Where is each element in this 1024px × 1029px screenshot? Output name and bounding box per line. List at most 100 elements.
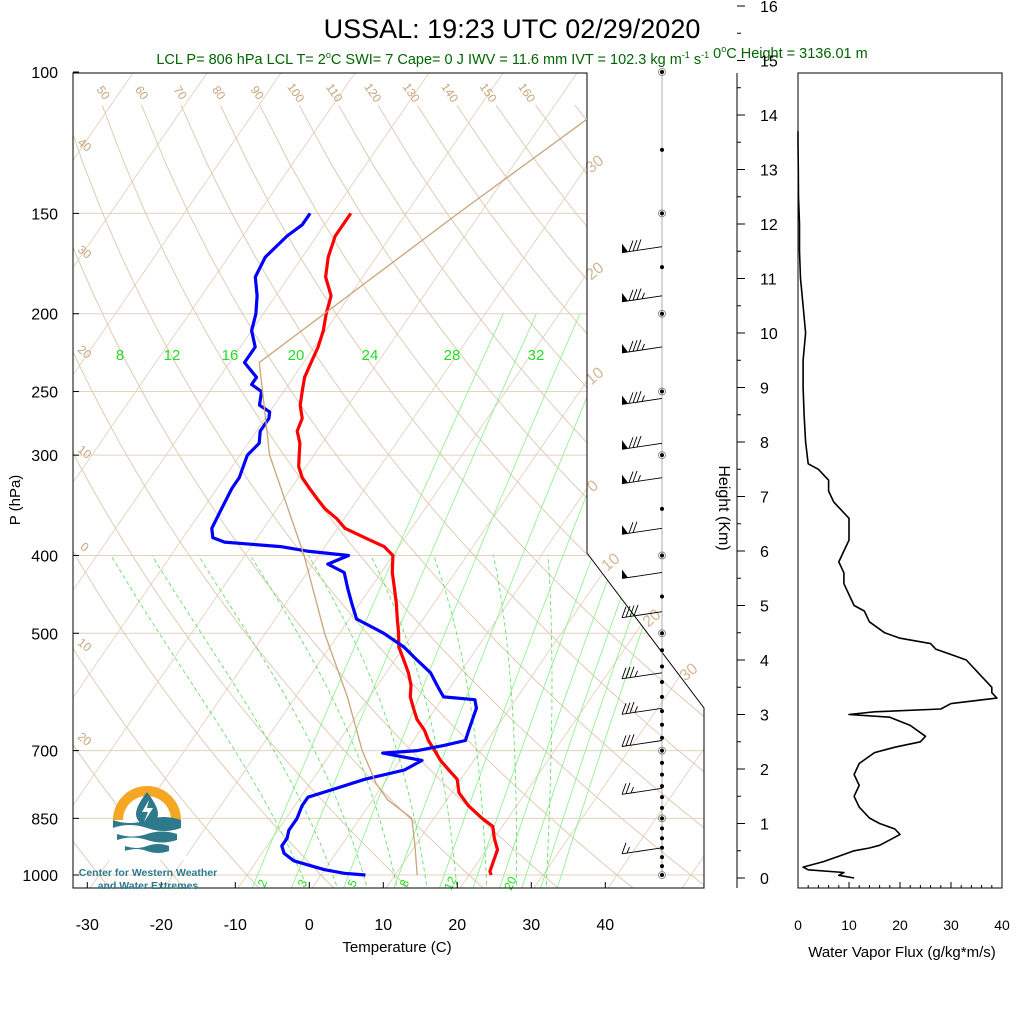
y-tick-label: 500: [31, 626, 58, 643]
x-axis-label: Temperature (C): [342, 939, 451, 956]
y-tick-label: 700: [31, 744, 58, 761]
logo-line1: Center for Western Weather: [79, 867, 217, 879]
wind-barb-flag: [622, 569, 628, 578]
wind-barb: [622, 436, 662, 449]
y-tick-label: 400: [31, 548, 58, 565]
wind-barb-full: [633, 471, 637, 482]
y-tick-label: 300: [31, 448, 58, 465]
wind-barb-full: [629, 290, 633, 301]
wind-barb-full: [634, 605, 638, 616]
mixing-ratio-label: 32: [528, 347, 545, 364]
dry-adiabat-line: [536, 105, 1024, 892]
isotherm-line: [13, 72, 577, 892]
wind-level-dot: [660, 826, 664, 830]
y-axis-label: P (hPa): [7, 475, 24, 526]
moist-adiabat-line: [546, 556, 552, 893]
wind-level-dot: [660, 595, 664, 599]
wind-barb-half: [642, 293, 645, 299]
wind-barb-flag: [622, 525, 628, 534]
wind-barb-full: [633, 240, 637, 251]
dry-adiabat-label: 130: [400, 80, 423, 105]
wind-barb-full: [622, 607, 626, 618]
wind-barb-full: [626, 783, 630, 794]
wind-level-dot: [660, 749, 664, 753]
cape: Cape= 0 J: [397, 52, 464, 68]
wind-barb: [622, 391, 662, 404]
mixing-ratio-line: [472, 314, 688, 892]
isotherm-label-left: 20: [75, 342, 94, 362]
wind-barb-half: [638, 475, 641, 481]
wind-level-dot: [660, 736, 664, 740]
dry-adiabat-line: [693, 105, 1024, 892]
mixing-ratio-bottom-label: 2: [255, 877, 271, 889]
height-tick-label: 13: [760, 163, 778, 180]
height-tick-label: 10: [760, 326, 778, 343]
wind-barb-full: [637, 391, 641, 402]
height-tick-label: 1: [760, 817, 769, 834]
isotherm-label-left: 20: [75, 729, 94, 749]
wind-level-dot: [660, 265, 664, 269]
mixing-ratio-line: [498, 314, 709, 892]
wind-barb-half: [635, 706, 638, 712]
isotherm-label-right: 30: [677, 660, 702, 685]
height-tick-label: 7: [760, 490, 769, 507]
height-tick-label: 4: [760, 653, 769, 670]
wind-level-dot: [660, 709, 664, 713]
dry-adiabat-line: [63, 105, 638, 892]
dry-adiabat-line: [24, 105, 563, 892]
dry-adiabat-label: 110: [323, 81, 346, 105]
moist-adiabat-line: [434, 556, 487, 893]
wind-level-dot: [660, 665, 664, 669]
isotherm-line: [0, 72, 208, 892]
lcl-t: LCL T= 2: [267, 52, 326, 68]
mixing-ratio-bottom-label: 3: [295, 877, 311, 889]
isotherm-line: [0, 72, 504, 892]
dry-adiabat-label: 60: [132, 83, 151, 102]
wind-barb: [622, 734, 662, 746]
cw3e-logo: Center for Western Weather and Water Ext…: [79, 786, 217, 892]
mixing-ratio-label: 12: [164, 347, 181, 364]
wind-profile: [622, 69, 666, 879]
wind-level-dot: [660, 507, 664, 511]
wind-barb-full: [629, 392, 633, 403]
wind-level-dot: [660, 553, 664, 557]
zero-height-value: C Height = 3136.01 m: [726, 46, 867, 62]
dry-adiabat-label: 70: [171, 83, 190, 102]
height-tick-label: 12: [760, 217, 778, 234]
mixing-ratio-line: [342, 314, 580, 892]
flux-tick-label: 10: [841, 917, 857, 933]
height-tick-label: 15: [760, 54, 778, 71]
wind-barb-half: [631, 787, 634, 793]
isotherm-line: [0, 72, 282, 892]
height-axis-label: Height (Km): [715, 465, 732, 550]
wind-barb: [622, 843, 662, 854]
ivt-exp2: -1: [701, 50, 709, 60]
dry-adiabat-label: 90: [248, 83, 267, 102]
wind-barb-full: [637, 289, 641, 300]
temperature-profile-line: [297, 213, 497, 875]
wind-barb: [622, 569, 662, 578]
dry-adiabat-label: 100: [284, 80, 307, 105]
wind-barb-full: [633, 437, 637, 448]
wind-barb-full: [633, 392, 637, 403]
wind-barb-full: [637, 436, 641, 447]
height-tick-label: 14: [760, 108, 778, 125]
wind-barb: [622, 667, 662, 679]
wind-barb-half: [642, 395, 645, 401]
wind-barb-flag: [622, 440, 628, 449]
isotherm-line: [605, 72, 1024, 892]
mixing-ratio-line: [556, 314, 757, 892]
wind-level-dot: [660, 864, 664, 868]
x-tick-label: -10: [224, 917, 247, 934]
wind-level-dot: [660, 631, 664, 635]
wind-barb-full: [633, 289, 637, 300]
dry-adiabat-line: [457, 105, 1024, 892]
x-tick-label: 10: [374, 917, 392, 934]
wind-level-dot: [660, 816, 664, 820]
flux-tick-label: 40: [994, 917, 1010, 933]
dry-adiabat-line: [0, 105, 188, 892]
mixing-ratio-label: 28: [444, 347, 461, 364]
wind-barb-full: [626, 735, 630, 746]
logo-line2: and Water Extremes: [98, 880, 199, 892]
